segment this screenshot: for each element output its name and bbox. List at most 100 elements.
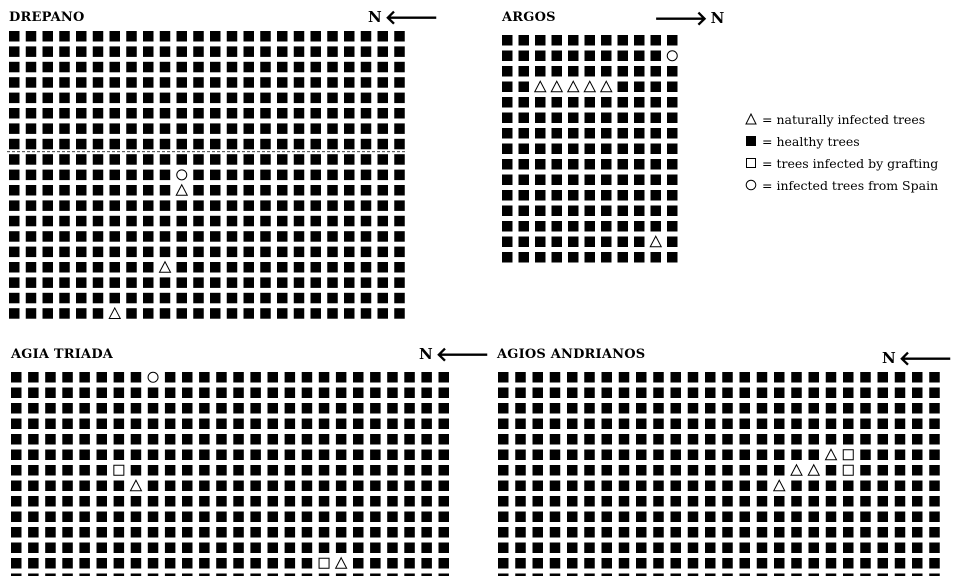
healthy-tree xyxy=(912,403,923,414)
healthy-tree xyxy=(243,246,254,258)
healthy-tree xyxy=(243,123,254,134)
healthy-tree xyxy=(92,292,104,304)
healthy-tree xyxy=(791,496,802,507)
healthy-tree xyxy=(327,169,338,181)
healthy-tree xyxy=(164,558,176,569)
healthy-tree xyxy=(568,221,579,232)
healthy-tree xyxy=(344,77,355,88)
healthy-tree xyxy=(636,387,647,398)
healthy-tree xyxy=(92,308,104,319)
healthy-tree xyxy=(147,573,159,576)
healthy-tree xyxy=(42,92,53,104)
healthy-tree xyxy=(498,527,509,538)
healthy-tree xyxy=(79,372,90,383)
healthy-tree xyxy=(199,527,210,538)
healthy-tree xyxy=(360,308,372,319)
healthy-tree xyxy=(377,185,388,196)
healthy-tree xyxy=(877,542,888,553)
healthy-tree xyxy=(176,262,187,273)
healthy-tree xyxy=(421,573,432,576)
healthy-tree xyxy=(421,403,432,414)
healthy-tree xyxy=(377,200,388,211)
healthy-tree xyxy=(421,558,432,569)
healthy-tree xyxy=(126,262,137,273)
healthy-tree xyxy=(394,108,405,119)
healthy-tree xyxy=(705,418,716,429)
healthy-tree xyxy=(45,527,56,538)
healthy-tree xyxy=(130,573,142,576)
healthy-tree xyxy=(353,558,364,569)
healthy-tree xyxy=(9,77,20,88)
healthy-tree xyxy=(335,465,347,476)
healthy-tree xyxy=(929,511,940,522)
healthy-tree xyxy=(601,221,612,232)
healthy-tree xyxy=(344,92,355,104)
healthy-tree xyxy=(567,511,578,522)
healthy-tree xyxy=(109,169,120,181)
healthy-tree xyxy=(650,112,661,123)
healthy-tree xyxy=(370,480,381,491)
healthy-tree xyxy=(147,418,159,429)
healthy-tree xyxy=(912,480,923,491)
healthy-tree xyxy=(650,50,661,61)
healthy-tree xyxy=(267,449,278,460)
healthy-tree xyxy=(687,496,699,507)
healthy-tree xyxy=(370,496,381,507)
healthy-tree xyxy=(277,185,288,196)
healthy-tree xyxy=(42,123,53,134)
healthy-tree xyxy=(568,35,579,46)
healthy-tree xyxy=(518,81,529,92)
healthy-tree xyxy=(344,123,355,134)
healthy-tree xyxy=(267,527,278,538)
healthy-tree xyxy=(601,434,612,445)
healthy-tree xyxy=(739,558,750,569)
healthy-tree xyxy=(618,511,630,522)
healthy-tree xyxy=(11,465,22,476)
plot-title: ARGOS xyxy=(502,10,556,25)
healthy-tree xyxy=(518,128,529,139)
healthy-tree xyxy=(360,200,372,211)
healthy-tree xyxy=(42,138,53,150)
healthy-tree xyxy=(568,252,579,263)
healthy-tree xyxy=(567,434,578,445)
healthy-tree xyxy=(360,123,372,134)
healthy-tree xyxy=(301,387,313,398)
healthy-tree xyxy=(216,496,227,507)
healthy-tree xyxy=(62,527,73,538)
healthy-tree xyxy=(584,174,595,185)
healthy-tree xyxy=(791,449,802,460)
healthy-tree xyxy=(722,496,733,507)
healthy-tree xyxy=(267,496,278,507)
healthy-tree xyxy=(518,159,529,170)
healthy-tree xyxy=(618,372,630,383)
healthy-tree xyxy=(808,418,819,429)
healthy-tree xyxy=(267,511,278,522)
healthy-tree xyxy=(233,480,244,491)
healthy-tree xyxy=(549,511,561,522)
healthy-tree xyxy=(277,277,288,288)
healthy-tree xyxy=(92,169,104,181)
healthy-tree xyxy=(260,92,271,104)
healthy-tree xyxy=(143,77,154,88)
healthy-tree xyxy=(360,262,372,273)
healthy-tree xyxy=(549,527,561,538)
healthy-tree xyxy=(310,77,321,88)
healthy-tree xyxy=(301,527,313,538)
healthy-tree xyxy=(126,46,137,57)
healthy-tree xyxy=(912,558,923,569)
healthy-tree xyxy=(126,31,137,42)
healthy-tree xyxy=(76,231,87,242)
healthy-tree xyxy=(79,465,90,476)
healthy-tree xyxy=(176,231,187,242)
healthy-tree xyxy=(9,277,20,288)
healthy-tree xyxy=(193,154,204,165)
healthy-tree xyxy=(687,558,699,569)
healthy-tree xyxy=(25,185,37,196)
healthy-tree xyxy=(210,262,221,273)
healthy-tree xyxy=(216,403,227,414)
healthy-tree xyxy=(670,434,681,445)
healthy-tree xyxy=(260,185,271,196)
healthy-tree xyxy=(722,418,733,429)
healthy-tree xyxy=(79,496,90,507)
